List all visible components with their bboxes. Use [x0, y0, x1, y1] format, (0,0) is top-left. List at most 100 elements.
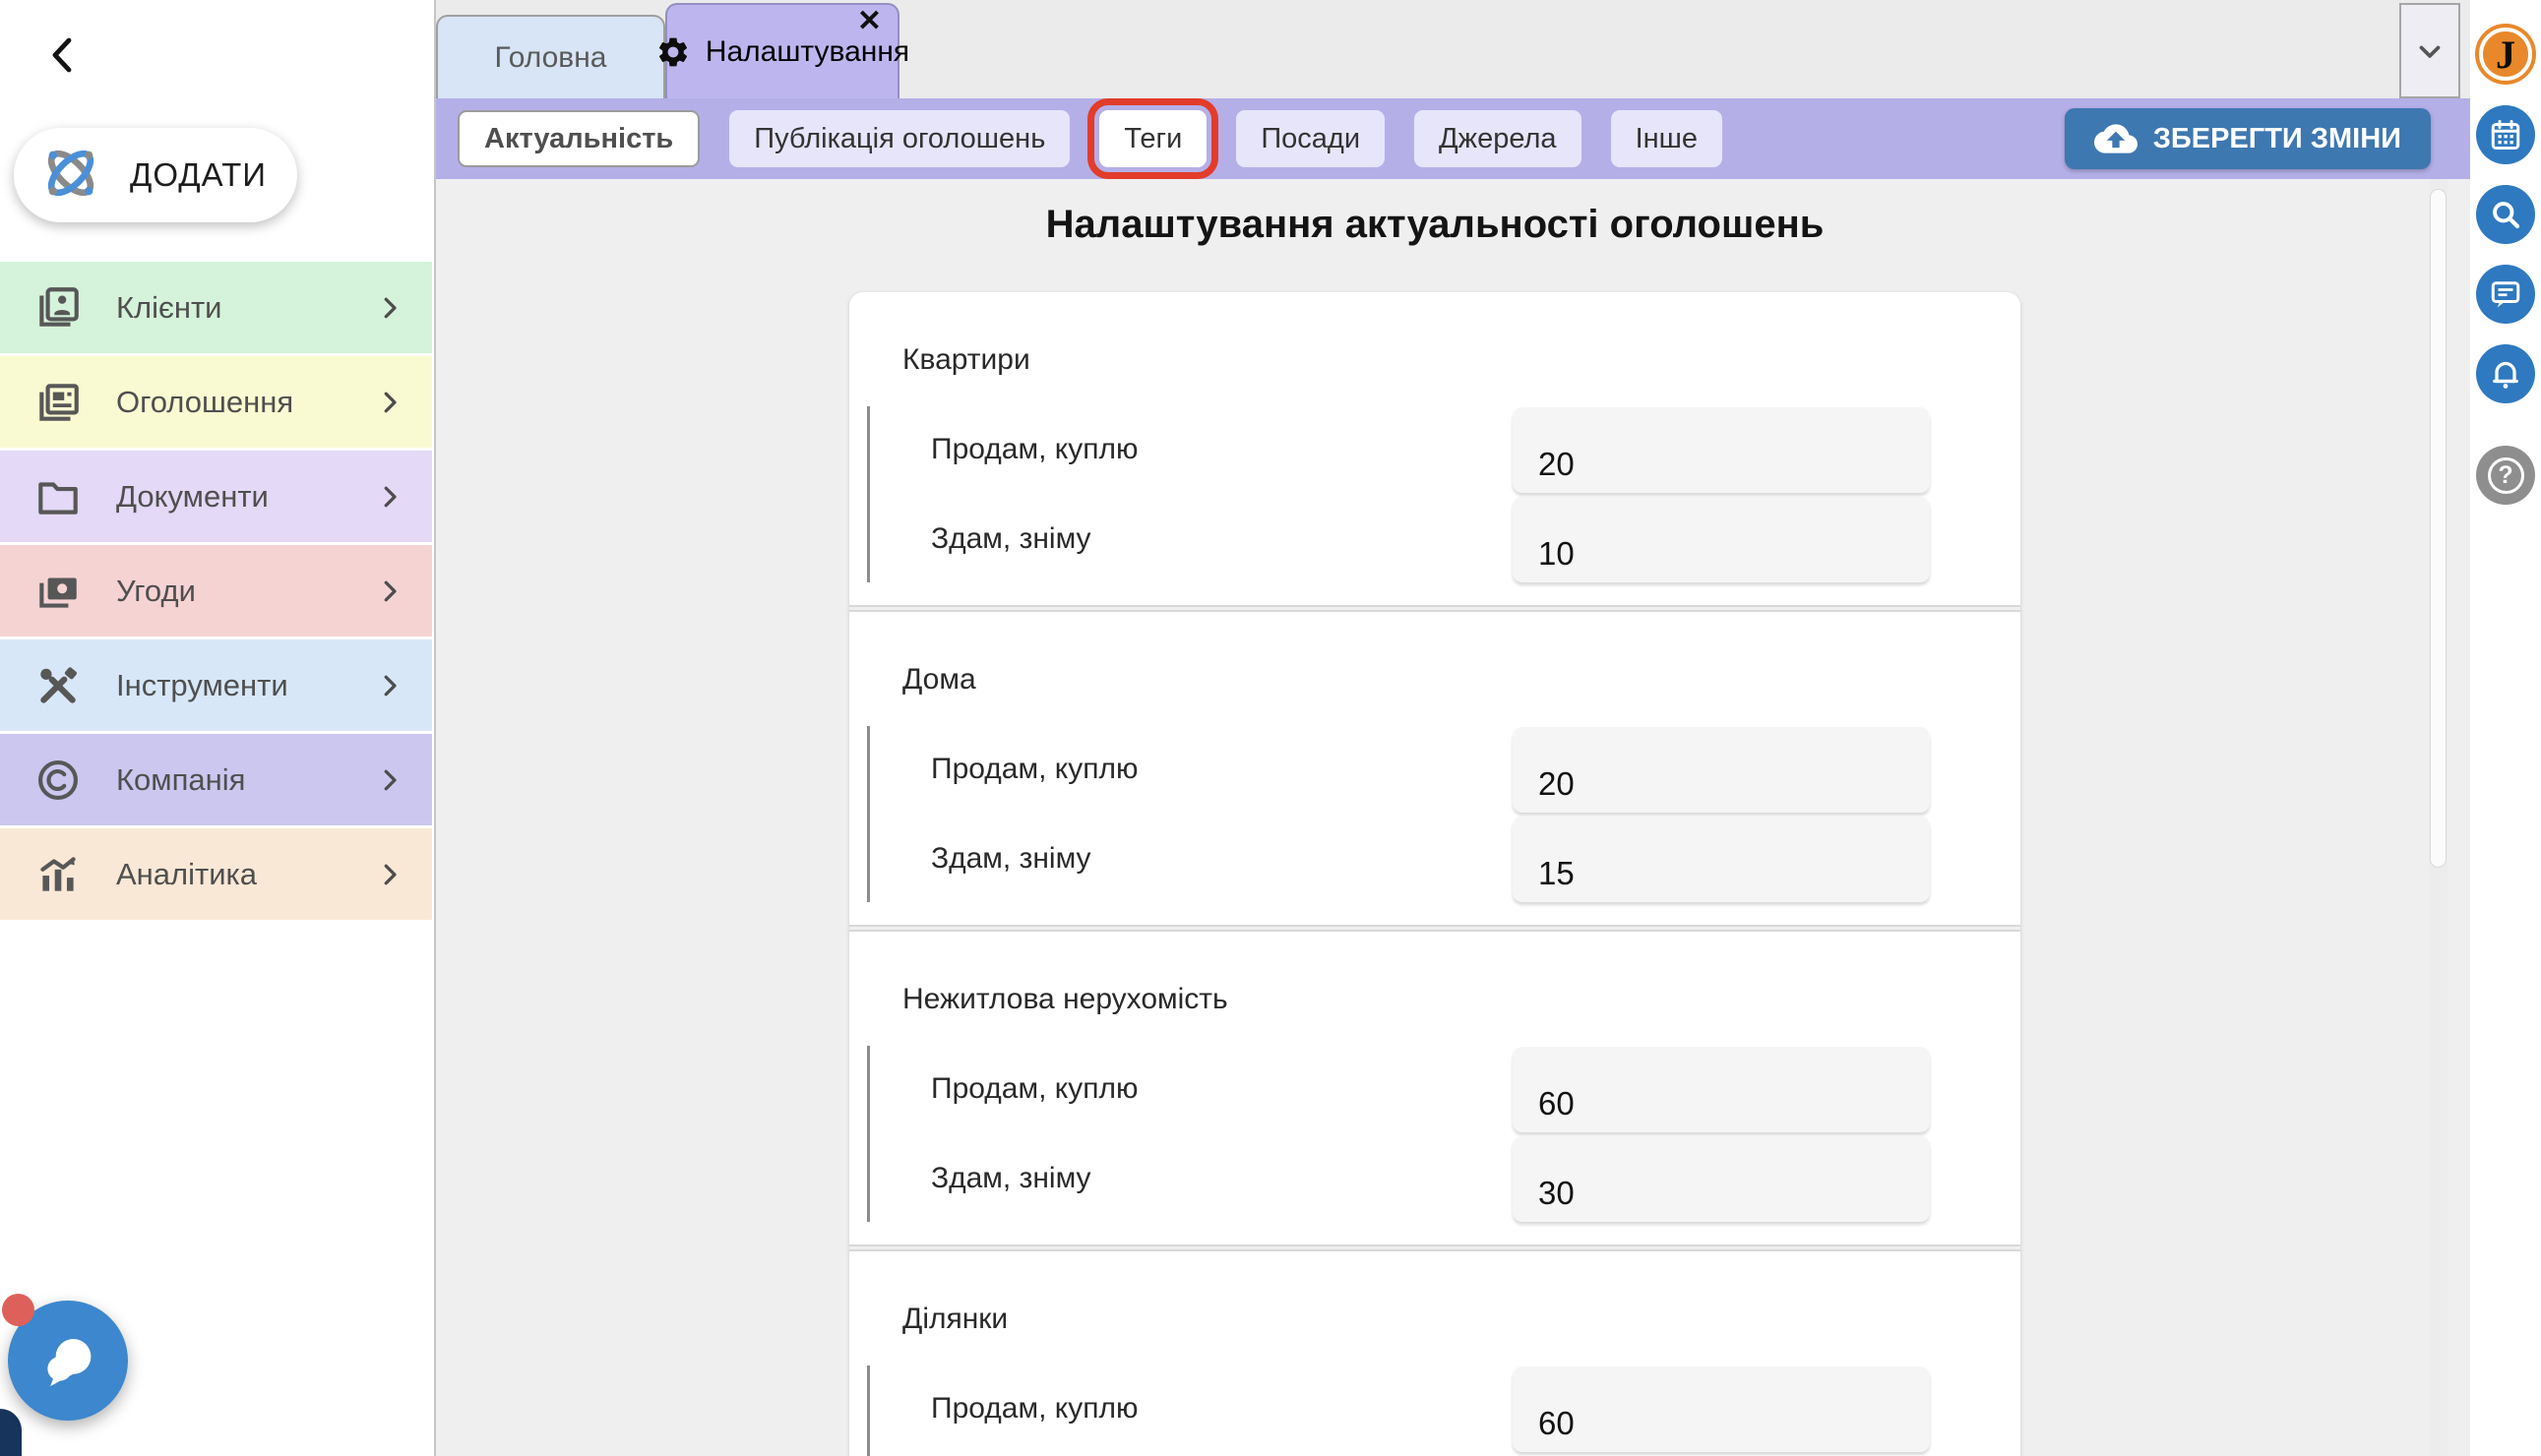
add-button[interactable]: ДОДАТИ	[14, 128, 297, 222]
main-area: Головна Налаштування ✕ Актуальність Публ…	[436, 0, 2470, 1456]
number-input[interactable]	[1513, 496, 1930, 582]
calendar-button[interactable]	[2476, 105, 2535, 164]
payments-icon	[39, 576, 77, 608]
filter-publication-button[interactable]: Публікація оголошень	[729, 110, 1071, 167]
filter-tags-button[interactable]: Теги	[1087, 98, 1219, 179]
sidebar-item-label: Документи	[116, 478, 269, 514]
corner-widget	[0, 1409, 22, 1456]
save-changes-label: ЗБЕРЕГТИ ЗМІНИ	[2152, 122, 2401, 154]
contacts-icon	[39, 286, 79, 327]
row-label: Здам, зніму	[931, 842, 1091, 875]
section-divider	[849, 1244, 2020, 1251]
setting-row: Продам, куплю	[931, 1365, 1930, 1452]
tab-bar: Головна Налаштування ✕	[436, 0, 2470, 98]
page-title: Налаштування актуальності оголошень	[1045, 203, 1825, 246]
chevron-left-icon	[52, 37, 72, 73]
chevron-right-icon	[384, 864, 397, 884]
tab-settings[interactable]: Налаштування ✕	[658, 3, 909, 98]
section-apartments: Квартири Продам, куплю Здам, зніму	[849, 292, 2020, 605]
number-input[interactable]	[1513, 1365, 1930, 1452]
sidebar-item-documents[interactable]: Документи	[0, 451, 432, 542]
tab-label: Налаштування	[705, 34, 910, 68]
row-label: Продам, куплю	[931, 433, 1139, 465]
user-avatar[interactable]: J	[2475, 24, 2536, 85]
actuality-settings-card: Квартири Продам, куплю Здам, зніму Дома	[849, 292, 2020, 1456]
sidebar-item-label: Компанія	[116, 761, 246, 797]
avatar-initial: J	[2479, 28, 2532, 81]
chevron-right-icon	[384, 297, 397, 318]
filter-positions-button[interactable]: Посади	[1236, 110, 1386, 167]
sidebar-item-label: Клієнти	[116, 289, 222, 325]
setting-row: Здам, зніму	[931, 496, 1930, 582]
sidebar-item-company[interactable]: Компанія	[0, 734, 432, 825]
sidebar-item-tools[interactable]: Інструменти	[0, 639, 432, 731]
notifications-button[interactable]	[2476, 344, 2535, 403]
filter-sources-button[interactable]: Джерела	[1414, 110, 1581, 167]
sidebar-item-label: Угоди	[116, 573, 196, 608]
settings-content: Налаштування актуальності оголошень Квар…	[436, 179, 2470, 1456]
sidebar: ДОДАТИ Клієнти Оголошення	[0, 0, 436, 1456]
chevron-right-icon	[384, 675, 397, 696]
close-tab-icon[interactable]: ✕	[856, 5, 882, 37]
help-icon: ?	[2487, 456, 2524, 494]
chevron-right-icon	[384, 769, 397, 790]
number-input[interactable]	[1513, 816, 1930, 902]
right-rail: J	[2470, 0, 2541, 1456]
setting-row: Продам, куплю	[931, 1046, 1930, 1132]
sidebar-menu: Клієнти Оголошення Документи	[0, 262, 432, 923]
content-scrollbar-thumb[interactable]	[2430, 189, 2447, 868]
listings-icon	[39, 383, 79, 421]
chat-icon	[2491, 281, 2520, 308]
setting-row: Здам, зніму	[931, 1135, 1930, 1222]
sidebar-item-listings[interactable]: Оголошення	[0, 356, 432, 448]
sidebar-item-analytics[interactable]: Аналітика	[0, 828, 432, 920]
sidebar-item-deals[interactable]: Угоди	[0, 545, 432, 637]
number-input[interactable]	[1513, 726, 1930, 813]
analytics-icon	[40, 856, 76, 891]
section-title: Ділянки	[902, 1303, 1009, 1335]
row-label: Продам, куплю	[931, 753, 1139, 785]
section-divider	[849, 925, 2020, 932]
filter-actuality-button[interactable]: Актуальність	[458, 110, 701, 167]
save-changes-button[interactable]: ЗБЕРЕГТИ ЗМІНИ	[2064, 108, 2431, 169]
section-title: Дома	[902, 663, 976, 696]
row-label: Здам, зніму	[931, 522, 1091, 555]
copyright-icon	[37, 759, 79, 800]
section-commercial: Нежитлова нерухомість Продам, куплю Здам…	[849, 932, 2020, 1244]
collapse-sidebar-button[interactable]	[39, 26, 87, 85]
support-chat-button[interactable]	[8, 1301, 128, 1421]
app-logo	[33, 136, 108, 215]
section-title: Нежитлова нерухомість	[902, 983, 1228, 1015]
number-input[interactable]	[1513, 1046, 1930, 1132]
number-input[interactable]	[1513, 1135, 1930, 1222]
chevron-right-icon	[384, 486, 397, 507]
setting-row: Здам, зніму	[931, 816, 1930, 902]
filter-other-button[interactable]: Інше	[1610, 110, 1723, 167]
chevron-down-icon	[2419, 45, 2441, 58]
chat-notification-dot	[2, 1294, 34, 1326]
row-label: Здам, зніму	[931, 1162, 1091, 1194]
tab-list-dropdown-button[interactable]	[2399, 3, 2460, 98]
tools-icon	[40, 666, 78, 703]
chevron-right-icon	[384, 392, 397, 412]
row-label: Продам, куплю	[931, 1392, 1139, 1425]
section-houses: Дома Продам, куплю Здам, зніму	[849, 612, 2020, 925]
search-button[interactable]	[2476, 185, 2535, 244]
tab-label: Головна	[494, 40, 607, 74]
gear-icon	[658, 37, 687, 66]
bell-icon	[2493, 361, 2518, 389]
section-title: Квартири	[902, 343, 1030, 376]
number-input[interactable]	[1513, 406, 1930, 493]
sidebar-item-label: Оголошення	[116, 384, 294, 419]
tab-home[interactable]: Головна	[436, 15, 665, 98]
section-land-plots: Ділянки Продам, куплю	[849, 1251, 2020, 1456]
messages-button[interactable]	[2476, 265, 2535, 324]
help-button[interactable]: ?	[2476, 446, 2535, 505]
add-button-label: ДОДАТИ	[130, 156, 267, 193]
calendar-icon	[2491, 120, 2520, 150]
sidebar-item-clients[interactable]: Клієнти	[0, 262, 432, 353]
folder-icon	[38, 481, 78, 515]
section-divider	[849, 605, 2020, 612]
sidebar-item-label: Аналітика	[116, 856, 258, 891]
cloud-upload-icon	[2093, 124, 2138, 153]
